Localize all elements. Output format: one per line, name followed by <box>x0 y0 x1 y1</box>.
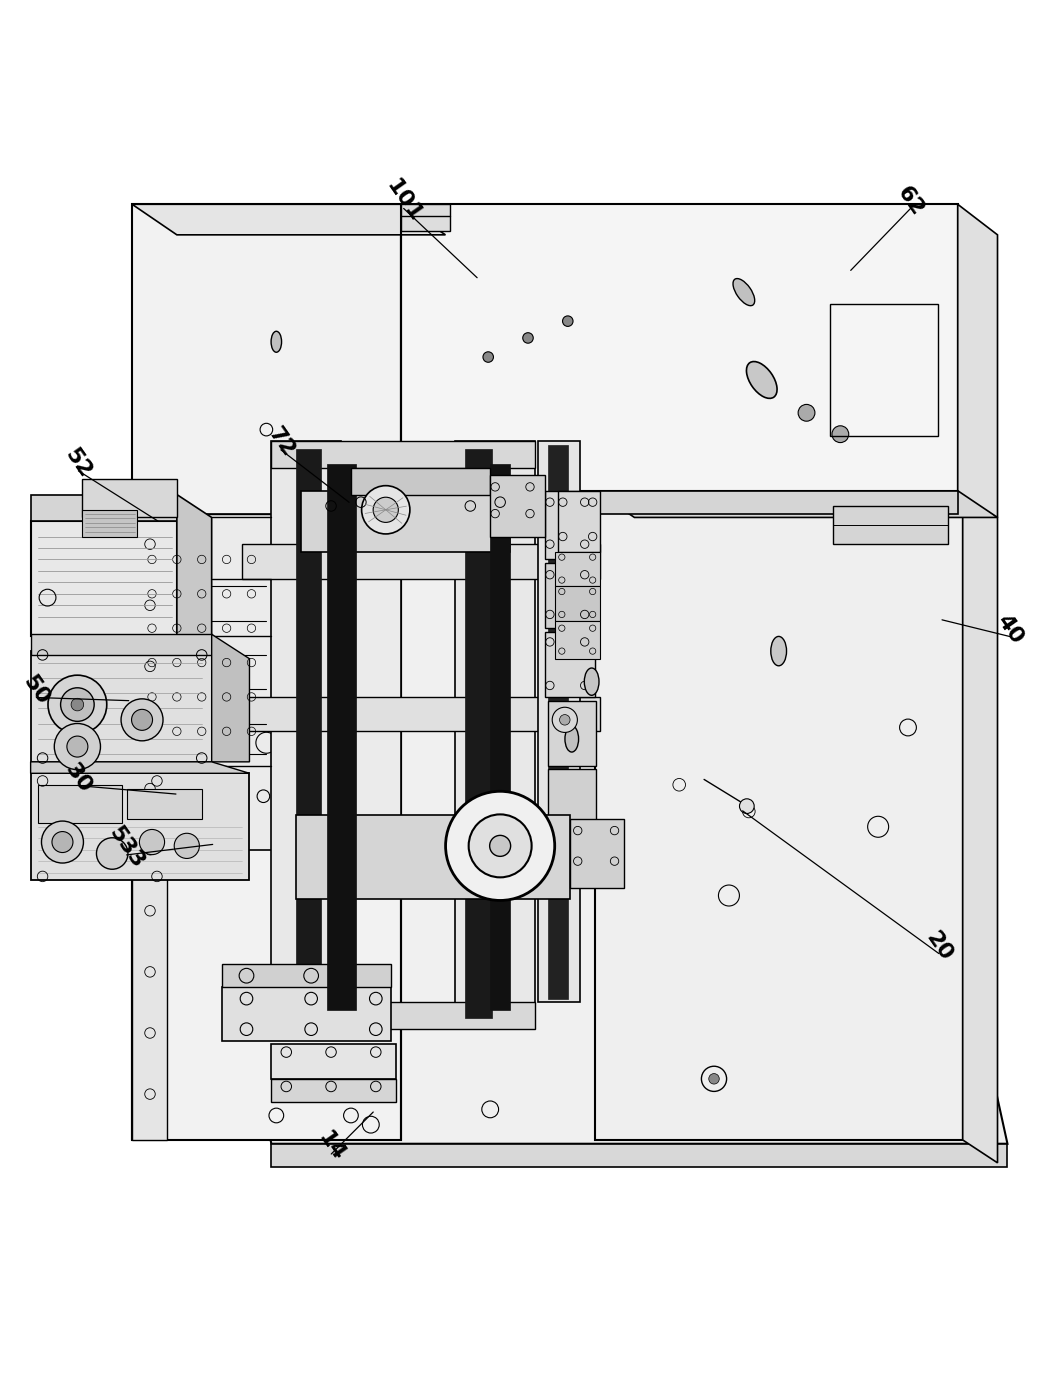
Text: 14: 14 <box>314 1128 348 1165</box>
Circle shape <box>96 838 128 870</box>
Circle shape <box>832 426 848 442</box>
Polygon shape <box>271 441 535 467</box>
Text: 20: 20 <box>922 927 956 965</box>
Polygon shape <box>555 552 599 587</box>
Polygon shape <box>296 815 570 900</box>
Circle shape <box>47 675 107 734</box>
Polygon shape <box>558 491 599 552</box>
Polygon shape <box>132 205 401 1140</box>
Text: 52: 52 <box>61 445 95 482</box>
Polygon shape <box>963 491 998 1162</box>
Polygon shape <box>538 441 580 1003</box>
Circle shape <box>52 831 73 852</box>
Polygon shape <box>548 701 596 765</box>
Polygon shape <box>82 480 177 518</box>
Polygon shape <box>301 491 510 552</box>
Polygon shape <box>491 475 545 536</box>
Circle shape <box>362 485 410 534</box>
Polygon shape <box>212 635 249 761</box>
Polygon shape <box>555 587 599 621</box>
Circle shape <box>139 830 165 855</box>
Polygon shape <box>570 819 625 888</box>
Polygon shape <box>401 205 958 491</box>
Polygon shape <box>222 965 390 987</box>
Polygon shape <box>82 510 137 536</box>
Circle shape <box>552 708 577 732</box>
Circle shape <box>468 815 532 878</box>
Polygon shape <box>31 635 212 655</box>
Polygon shape <box>545 491 595 559</box>
Text: 101: 101 <box>382 176 425 225</box>
Text: 30: 30 <box>61 760 95 797</box>
Circle shape <box>373 497 399 522</box>
Polygon shape <box>548 769 596 823</box>
Ellipse shape <box>771 636 787 666</box>
Circle shape <box>562 316 573 327</box>
Text: 533: 533 <box>106 823 148 872</box>
Circle shape <box>522 333 533 344</box>
Polygon shape <box>31 651 212 761</box>
Polygon shape <box>31 521 177 636</box>
Polygon shape <box>127 789 202 819</box>
Polygon shape <box>958 205 998 518</box>
Polygon shape <box>31 774 249 881</box>
Circle shape <box>54 724 100 769</box>
Ellipse shape <box>564 725 578 752</box>
Polygon shape <box>401 205 450 231</box>
Polygon shape <box>351 467 491 495</box>
Polygon shape <box>222 987 390 1040</box>
Polygon shape <box>132 514 401 849</box>
Polygon shape <box>456 441 535 1025</box>
Circle shape <box>41 822 83 863</box>
Polygon shape <box>38 785 122 823</box>
Ellipse shape <box>747 361 778 398</box>
Ellipse shape <box>733 279 754 305</box>
Circle shape <box>71 698 83 710</box>
Polygon shape <box>296 449 321 1018</box>
Polygon shape <box>31 495 177 521</box>
Polygon shape <box>31 761 249 774</box>
Circle shape <box>559 714 570 725</box>
Text: 50: 50 <box>19 672 54 709</box>
Polygon shape <box>271 1079 396 1102</box>
Polygon shape <box>271 1143 1008 1167</box>
Text: 62: 62 <box>894 183 927 220</box>
Polygon shape <box>132 205 445 235</box>
Ellipse shape <box>271 331 282 352</box>
Circle shape <box>740 798 754 813</box>
Polygon shape <box>242 544 599 578</box>
Polygon shape <box>465 449 493 1018</box>
Polygon shape <box>555 621 599 658</box>
Circle shape <box>490 835 511 856</box>
Circle shape <box>483 352 494 363</box>
Text: 40: 40 <box>993 611 1028 647</box>
Ellipse shape <box>584 668 599 695</box>
Polygon shape <box>548 445 568 999</box>
Polygon shape <box>327 464 356 1010</box>
Text: 72: 72 <box>264 425 298 460</box>
Polygon shape <box>545 563 595 628</box>
Polygon shape <box>595 491 998 518</box>
Polygon shape <box>491 464 510 1010</box>
Polygon shape <box>271 441 341 1025</box>
Polygon shape <box>595 491 963 1140</box>
Polygon shape <box>132 514 167 1140</box>
Polygon shape <box>271 1003 535 1029</box>
Polygon shape <box>177 495 212 636</box>
Polygon shape <box>137 510 1008 1143</box>
Polygon shape <box>271 1044 396 1079</box>
Circle shape <box>66 736 88 757</box>
Circle shape <box>709 1073 720 1084</box>
Polygon shape <box>401 491 958 514</box>
Polygon shape <box>833 506 947 544</box>
Polygon shape <box>545 632 595 697</box>
Circle shape <box>121 699 164 741</box>
Circle shape <box>132 709 153 731</box>
Circle shape <box>445 791 555 900</box>
Circle shape <box>799 404 814 422</box>
Circle shape <box>60 688 94 721</box>
Circle shape <box>174 833 199 859</box>
Polygon shape <box>242 697 599 731</box>
